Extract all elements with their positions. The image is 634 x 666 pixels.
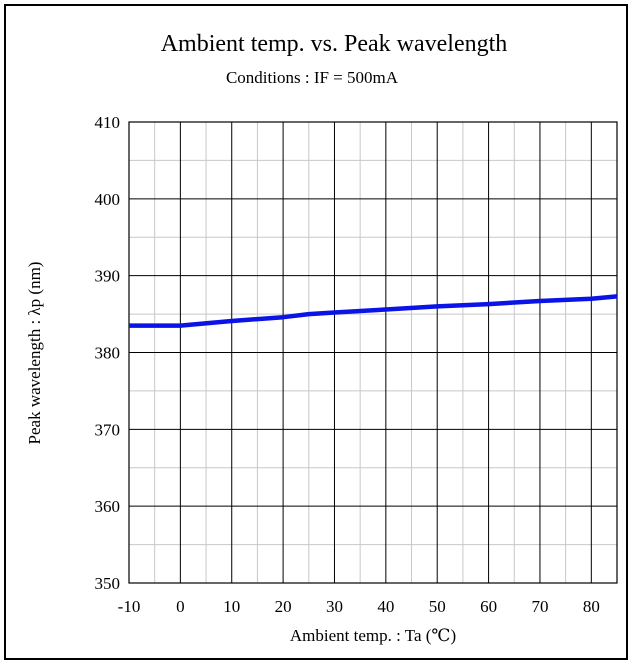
y-tick-label: 400 [95, 190, 121, 209]
y-tick-label: 350 [95, 574, 121, 593]
y-tick-label: 390 [95, 267, 121, 286]
x-tick-label: -10 [118, 597, 141, 616]
x-tick-label: 60 [480, 597, 497, 616]
x-tick-label: 0 [176, 597, 185, 616]
x-tick-label: 80 [583, 597, 600, 616]
plot-area [128, 121, 618, 584]
x-tick-label: 70 [531, 597, 548, 616]
y-tick-label: 410 [95, 113, 121, 132]
x-tick-label: 50 [429, 597, 446, 616]
series-line [129, 294, 618, 328]
y-tick-labels: 350 360 370 380 390 400 410 [95, 113, 121, 593]
y-tick-label: 380 [95, 344, 121, 363]
x-tick-labels: -10 0 10 20 30 40 50 60 70 80 [118, 597, 600, 616]
y-tick-label: 370 [95, 420, 121, 439]
x-tick-label: 40 [377, 597, 394, 616]
chart-frame [4, 4, 628, 660]
major-grid [128, 121, 617, 584]
series-layer [129, 294, 618, 328]
x-axis-label: Ambient temp. : Ta (℃) [290, 626, 456, 645]
y-tick-label: 360 [95, 497, 121, 516]
x-tick-label: 20 [275, 597, 292, 616]
y-axis-label: Peak wavelength : λp (nm) [25, 262, 44, 445]
x-tick-label: 30 [326, 597, 343, 616]
chart-subtitle: Conditions : IF = 500mA [226, 68, 399, 87]
chart-title: Ambient temp. vs. Peak wavelength [161, 31, 508, 57]
x-tick-label: 10 [223, 597, 240, 616]
